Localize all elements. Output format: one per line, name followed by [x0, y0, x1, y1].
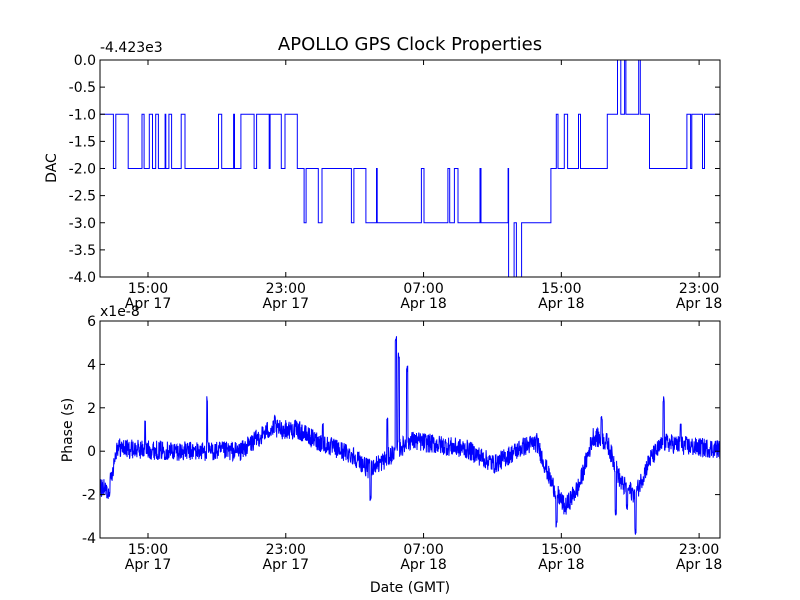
- y-tick-label: -3.5: [69, 243, 96, 259]
- x-tick-label-time: 23:00: [266, 281, 306, 297]
- x-tick-label-date: Apr 18: [400, 557, 446, 573]
- x-tick-label-date: Apr 18: [538, 296, 584, 312]
- phase-y-ticks: 6 4 2 0 -2 -4: [82, 314, 720, 547]
- y-tick-label: -3.0: [69, 216, 96, 232]
- x-tick-label-date: Apr 17: [125, 296, 171, 312]
- x-tick-label-date: Apr 18: [676, 557, 722, 573]
- x-tick-label-time: 15:00: [128, 542, 168, 558]
- y-tick-label: -2.5: [69, 189, 96, 205]
- y-tick-label: -4.0: [69, 270, 96, 286]
- dac-series: [100, 59, 720, 278]
- y-tick-label: -1.0: [69, 107, 96, 123]
- y-tick-label: -2.0: [69, 162, 96, 178]
- y-tick-label: -4: [82, 531, 96, 547]
- dac-y-axis-label: DAC: [44, 153, 60, 183]
- x-tick-label-time: 23:00: [679, 542, 719, 558]
- dac-panel: 0.0 -0.5 -1.0 -1.5 -2.0 -2.5 -3.0 -3.5 -4.0 15:0…: [44, 40, 722, 312]
- y-tick-label: 6: [87, 314, 96, 330]
- y-tick-label: -1.5: [69, 134, 96, 150]
- x-tick-label-time: 15:00: [541, 542, 581, 558]
- x-tick-label-time: 07:00: [403, 542, 443, 558]
- x-tick-label-date: Apr 18: [676, 296, 722, 312]
- phase-series-line: [99, 336, 721, 535]
- x-tick-label-date: Apr 18: [538, 557, 584, 573]
- x-tick-label-time: 15:00: [541, 281, 581, 297]
- y-tick-label: 0: [87, 444, 96, 460]
- x-tick-label-time: 07:00: [403, 281, 443, 297]
- x-tick-label-time: 23:00: [679, 281, 719, 297]
- phase-axes-frame: [99, 320, 721, 539]
- x-tick-label-date: Apr 17: [263, 296, 309, 312]
- dac-offset-label: -4.423e3: [100, 40, 163, 56]
- x-tick-label-date: Apr 18: [400, 296, 446, 312]
- phase-y-axis-label: Phase (s): [60, 398, 76, 462]
- phase-offset-label: x1e-8: [100, 304, 140, 320]
- x-tick-label-date: Apr 17: [263, 557, 309, 573]
- y-tick-label: 4: [87, 357, 96, 373]
- y-tick-label: -2: [82, 488, 96, 504]
- chart-title: APOLLO GPS Clock Properties: [278, 34, 542, 55]
- y-tick-label: 0.0: [74, 53, 96, 69]
- dac-series-line: [100, 59, 720, 278]
- x-tick-label-time: 15:00: [128, 281, 168, 297]
- x-tick-label-time: 23:00: [266, 542, 306, 558]
- x-tick-label-date: Apr 17: [125, 557, 171, 573]
- y-tick-label: 2: [87, 401, 96, 417]
- x-axis-label: Date (GMT): [370, 580, 450, 596]
- y-tick-label: -0.5: [69, 80, 96, 96]
- phase-series: [99, 336, 721, 535]
- dac-y-ticks: 0.0 -0.5 -1.0 -1.5 -2.0 -2.5 -3.0 -3.5 -4.0: [69, 53, 720, 286]
